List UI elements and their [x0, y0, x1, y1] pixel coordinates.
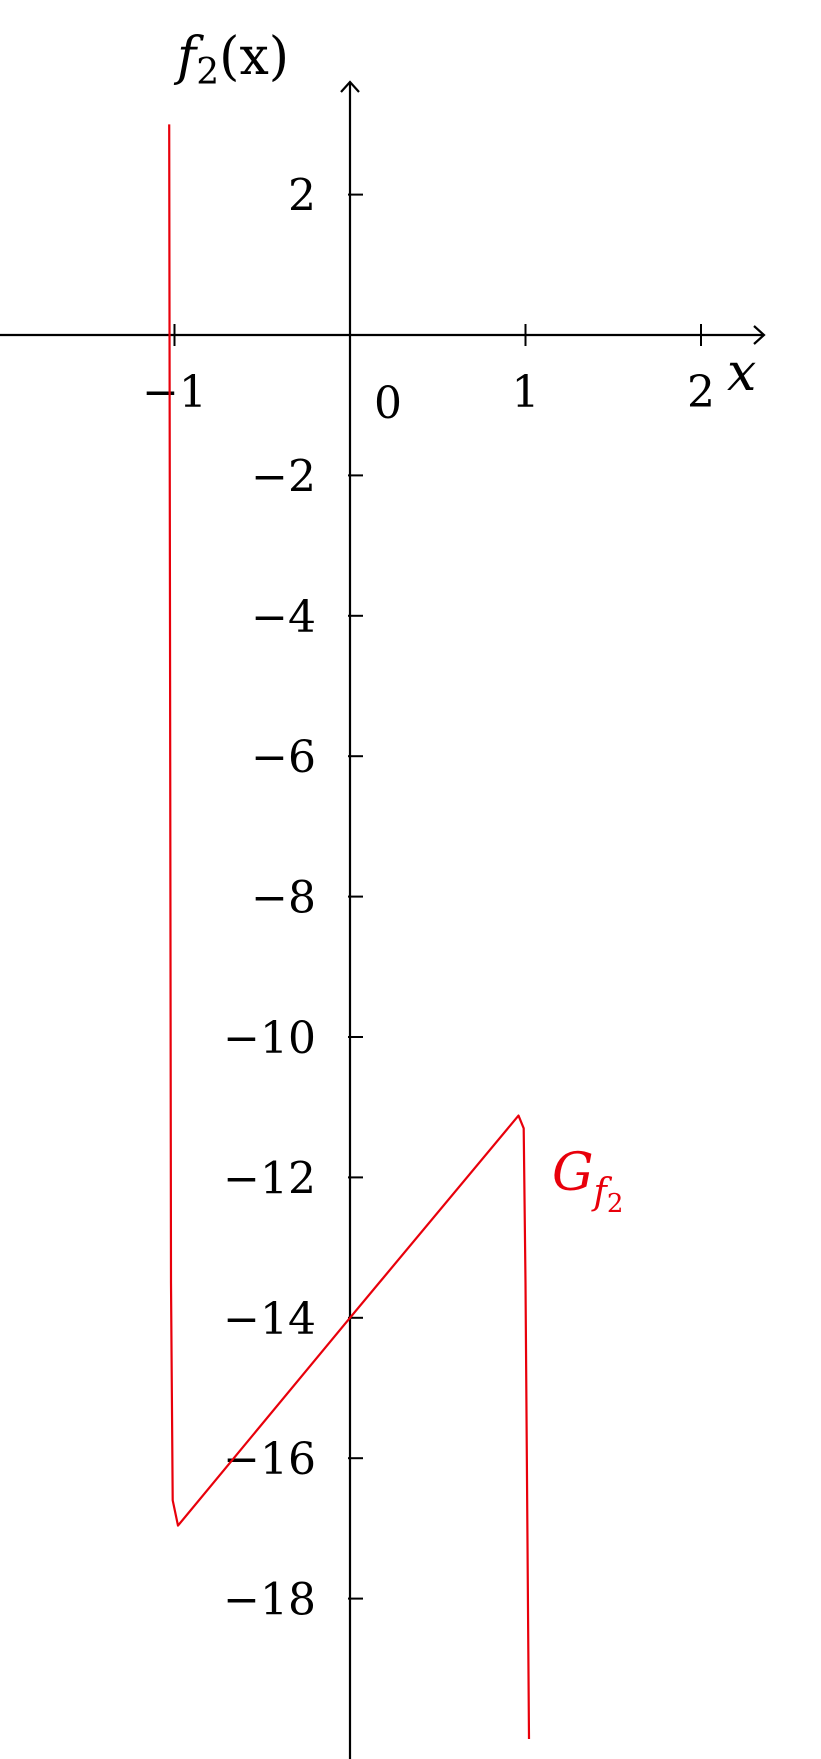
y-tick-label: −6 — [251, 732, 316, 783]
series-line-g-f2 — [168, 124, 531, 1740]
y-tick-label: −2 — [251, 451, 316, 502]
y-axis-label-subscript: 2 — [196, 52, 219, 93]
y-axis-label: f2(x) — [173, 27, 289, 93]
y-axis-label-argument: (x) — [219, 27, 289, 87]
y-tick-label: −10 — [223, 1013, 316, 1064]
y-tick-label: −16 — [223, 1434, 316, 1485]
y-ticks: 2 −2 −4 −6 −8 −10 −12 −14 −16 −18 — [223, 171, 363, 1626]
y-tick-label: −18 — [223, 1575, 316, 1626]
y-tick-label: −14 — [223, 1294, 316, 1345]
x-tick-label: 1 — [512, 367, 540, 418]
y-tick-label: 2 — [288, 171, 316, 222]
x-tick-label: 2 — [687, 367, 715, 418]
y-tick-label: −12 — [223, 1153, 316, 1204]
series-label-g-f2: Gf2 — [552, 1143, 623, 1219]
y-tick-label: −8 — [251, 873, 316, 924]
series-label-subsubscript: 2 — [607, 1189, 624, 1219]
x-axis-arrow — [753, 325, 766, 345]
y-axis-arrow — [340, 80, 360, 93]
x-ticks: −1 1 2 0 — [142, 324, 715, 429]
x-tick-label: −1 — [142, 367, 207, 418]
origin-label: 0 — [374, 378, 402, 429]
y-tick-label: −4 — [251, 592, 316, 643]
x-axis-label: x — [727, 343, 756, 403]
x-axis-label-text: x — [727, 343, 756, 403]
series-label-base: G — [552, 1143, 594, 1203]
